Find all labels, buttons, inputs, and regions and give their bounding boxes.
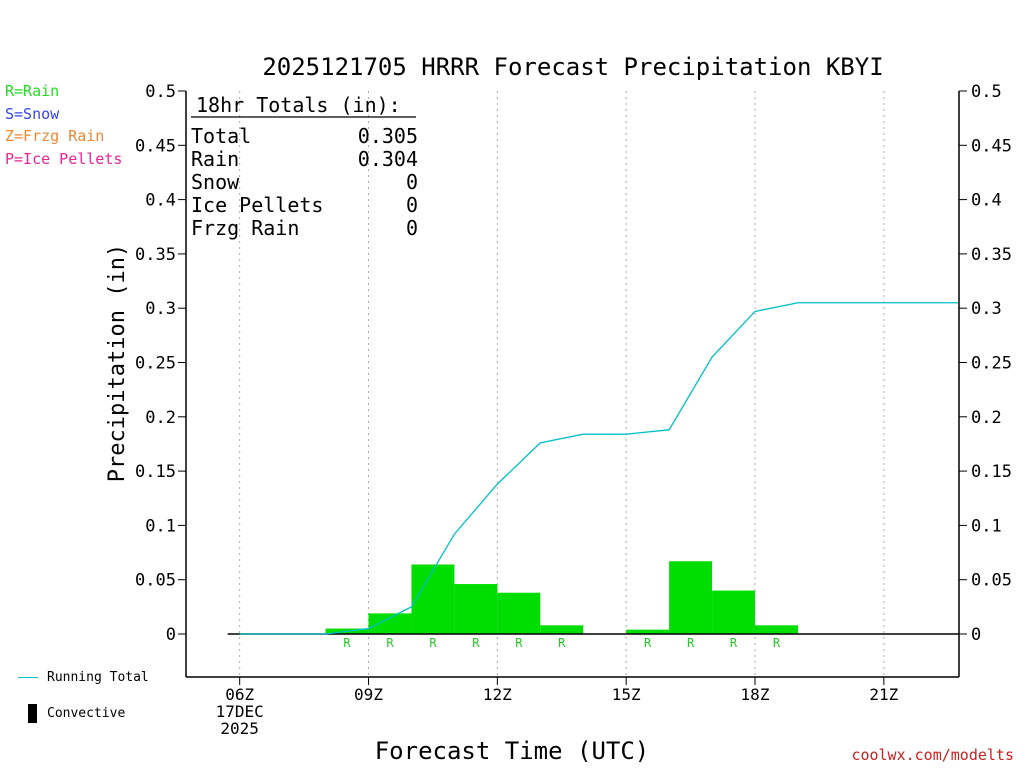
type-marker-18: R [730, 636, 738, 650]
y-tick-label-right: 0.4 [971, 191, 1002, 211]
type-marker-10: R [386, 636, 394, 650]
grid-lines [239, 91, 885, 677]
type-marker-14: R [558, 636, 566, 650]
y-tick-label-left: 0.35 [135, 245, 176, 265]
site-credit: coolwx.com/modelts [851, 746, 1014, 764]
y-axis-label: Precipitation (in) [105, 244, 130, 482]
precip-bar-18 [712, 590, 756, 634]
chart-title: 2025121705 HRRR Forecast Precipitation K… [262, 53, 883, 81]
type-marker-17: R [687, 636, 695, 650]
precip-bars [227, 561, 959, 635]
type-marker-9: R [343, 636, 351, 650]
totals-row-value: 0.304 [358, 147, 418, 171]
y-tick-label-left: 0.4 [145, 191, 176, 211]
legend-frzg-rain: Z=Frzg Rain [5, 127, 105, 145]
y-tick-label-right: 0.2 [971, 408, 1002, 428]
precip-bar-13 [497, 592, 541, 634]
totals-row-label: Snow [191, 170, 240, 194]
legend-ice-pellets: P=Ice Pellets [5, 150, 123, 168]
y-tick-label-right: 0.5 [971, 82, 1002, 102]
y-tick-label-left: 0.45 [135, 136, 176, 156]
totals-row-label: Frzg Rain [191, 216, 299, 240]
y-tick-label-left: 0.25 [135, 354, 176, 374]
totals-row-value: 0.305 [358, 124, 418, 148]
y-tick-label-left: 0.1 [145, 516, 176, 536]
legend-snow: S=Snow [5, 105, 60, 123]
y-tick-label-right: 0 [971, 625, 981, 645]
x-tick-label: 2025 [220, 719, 259, 738]
y-tick-label-left: 0.2 [145, 408, 176, 428]
running-total-line [239, 302, 959, 635]
y-tick-label-right: 0.05 [971, 571, 1012, 591]
type-marker-19: R [773, 636, 781, 650]
y-tick-label-left: 0 [166, 625, 176, 645]
running-total-swatch [18, 677, 38, 678]
totals-row-value: 0 [406, 170, 418, 194]
x-tick-label: 06Z [225, 685, 254, 704]
type-marker-12: R [472, 636, 480, 650]
precip-bar-14 [540, 625, 584, 634]
y-tick-label-right: 0.45 [971, 136, 1012, 156]
x-tick-label: 21Z [869, 685, 898, 704]
running-total-line-group [239, 302, 959, 635]
precip-bar-16 [626, 629, 670, 634]
totals-row-value: 0 [406, 193, 418, 217]
x-tick-label: 15Z [612, 685, 641, 704]
totals-row-value: 0 [406, 216, 418, 240]
y-tick-label-left: 0.15 [135, 462, 176, 482]
x-tick-label: 09Z [354, 685, 383, 704]
y-tick-label-right: 0.15 [971, 462, 1012, 482]
x-tick-label: 12Z [483, 685, 512, 704]
type-marker-16: R [644, 636, 652, 650]
y-tick-label-right: 0.3 [971, 299, 1002, 319]
totals-row-label: Ice Pellets [191, 193, 323, 217]
y-tick-label-right: 0.1 [971, 516, 1002, 536]
axes: 0 00.05 0.050.1 0.10.15 0.150.2 0.20.25 0.250.… [135, 82, 1012, 738]
precip-bar-10 [368, 613, 412, 634]
precip-bar-11 [411, 564, 455, 634]
x-tick-label: 17DEC [216, 702, 264, 721]
y-tick-label-right: 0.35 [971, 245, 1012, 265]
totals-row-label: Rain [191, 147, 239, 171]
x-tick-label: 18Z [741, 685, 770, 704]
type-marker-13: R [515, 636, 523, 650]
y-tick-label-left: 0.5 [145, 82, 176, 102]
legend-rain: R=Rain [5, 82, 60, 100]
y-tick-label-left: 0.3 [145, 299, 176, 319]
totals-heading: 18hr Totals (in): [196, 93, 401, 117]
running-total-legend-label: Running Total [47, 670, 149, 685]
convective-swatch [28, 704, 37, 723]
precip-bar-12 [454, 584, 498, 634]
y-tick-label-left: 0.05 [135, 571, 176, 591]
totals-box: 18hr Totals (in): Total 0.305 Rain 0.304 Snow… [191, 93, 418, 240]
convective-legend-label: Convective [47, 706, 126, 721]
y-tick-label-right: 0.25 [971, 354, 1012, 374]
x-axis-label: Forecast Time (UTC) [375, 737, 650, 765]
precip-bar-19 [755, 625, 798, 634]
precip-bar-17 [669, 561, 713, 634]
totals-row-label: Total [191, 124, 251, 148]
type-marker-11: R [429, 636, 437, 650]
